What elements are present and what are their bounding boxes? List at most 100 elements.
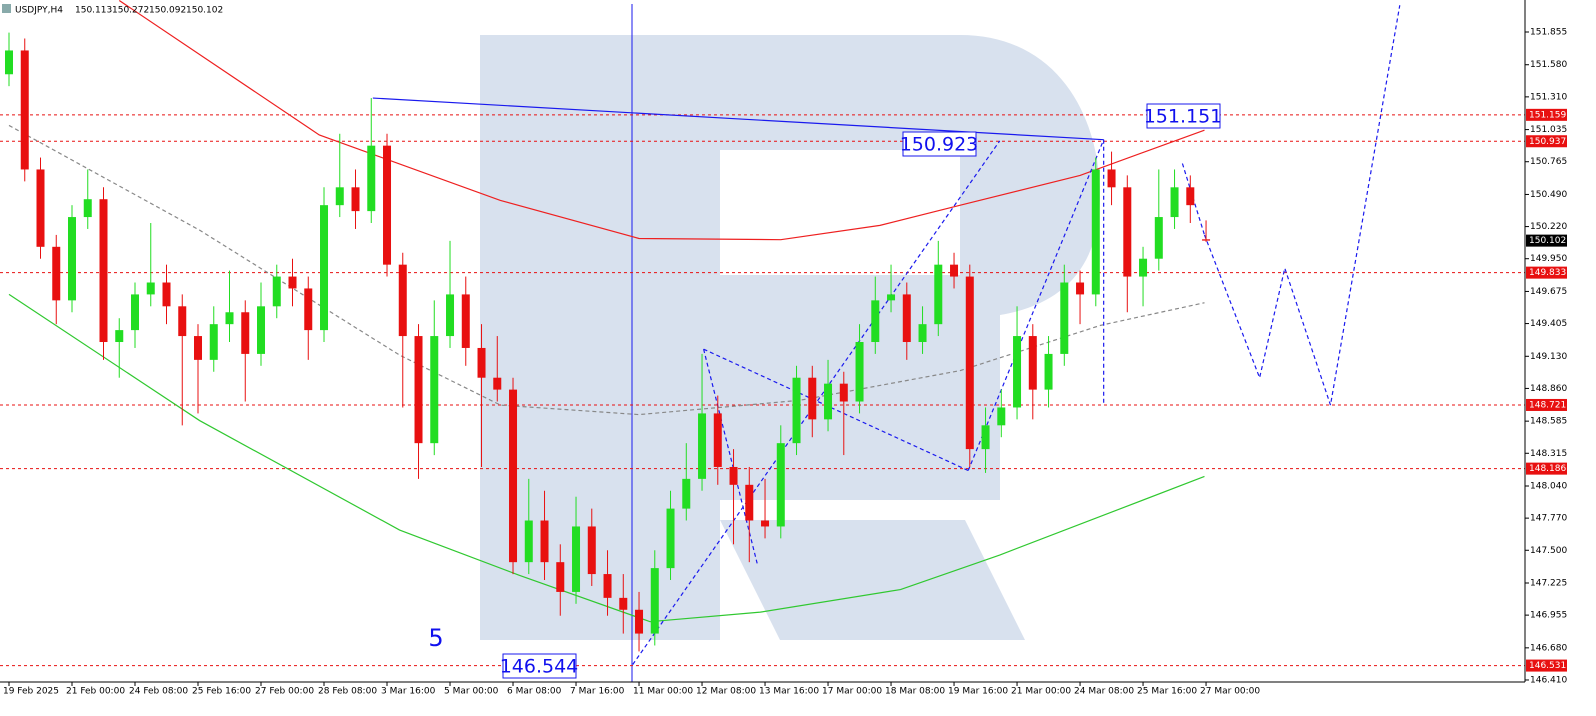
plot [0, 0, 1525, 667]
candle-body [209, 324, 218, 360]
x-tick-label: 12 Mar 08:00 [696, 687, 756, 697]
candle-body [99, 199, 108, 343]
candle-body [272, 276, 281, 307]
candle-body [682, 478, 691, 509]
candle-body [430, 336, 439, 444]
x-tick-label: 18 Mar 08:00 [885, 687, 945, 697]
y-tick-label: 151.310 [1530, 92, 1567, 102]
candle-body [635, 609, 644, 634]
price-flag [1526, 398, 1567, 411]
candle-body [902, 294, 911, 343]
y-tick-label: 148.860 [1530, 384, 1567, 394]
watermark [480, 35, 1100, 640]
candle-body [918, 324, 927, 343]
candle-body [162, 282, 171, 307]
y-tick-label: 149.950 [1530, 254, 1567, 264]
candle-body [1028, 336, 1037, 390]
annotation: 151.151 [1144, 106, 1223, 128]
y-tick-label: 147.500 [1530, 546, 1567, 556]
candle-body [855, 342, 864, 402]
price-flag [1526, 462, 1567, 475]
candle-body [1154, 217, 1163, 259]
annotation-box: 151.151 150.923 146.544 5 [428, 103, 1223, 679]
candle-body [461, 294, 470, 348]
candle-body [950, 264, 959, 277]
candle-body [1060, 282, 1069, 354]
candle-body [52, 246, 61, 301]
candle-body [540, 520, 549, 563]
candle-body [713, 413, 722, 467]
candle-body [1013, 336, 1022, 408]
candle-body [398, 264, 407, 337]
candle-body [934, 264, 943, 325]
price-flag [1526, 234, 1567, 247]
y-tick-label: 151.035 [1530, 125, 1567, 135]
candle-body [666, 508, 675, 569]
x-tick-label: 27 Feb 00:00 [255, 687, 314, 697]
y-tick-label: 150.220 [1530, 222, 1567, 232]
candle-body [572, 526, 581, 592]
x-tick-label: 24 Mar 08:00 [1074, 687, 1134, 697]
candle-body [524, 520, 533, 563]
indicator-line [118, 0, 1205, 241]
x-tick-label: 6 Mar 08:00 [507, 687, 562, 697]
candle-body [745, 484, 754, 521]
candle-body [1186, 187, 1195, 206]
indicator-line [8, 293, 1205, 623]
candle-body [981, 425, 990, 450]
candle-body [1107, 169, 1116, 188]
header-icon [2, 4, 11, 13]
candle-body [887, 294, 896, 301]
axis: 151.855 151.580 151.310 151.035 150.765 150.4… [3, 28, 1567, 697]
y-tick-label: 151.580 [1530, 60, 1567, 70]
candle-body [241, 312, 250, 354]
candle-body [1139, 258, 1148, 277]
candle-body [131, 294, 140, 331]
candle-body [257, 306, 266, 354]
high: 150.272 [112, 6, 149, 16]
y-tick-label: 149.405 [1530, 319, 1567, 329]
y-tick-label: 149.675 [1530, 287, 1567, 297]
price-flag-label: 146.531 [1529, 661, 1566, 671]
price-flag [1526, 659, 1567, 672]
candle-body [178, 306, 187, 337]
x-tick-label: 11 Mar 00:00 [633, 687, 693, 697]
candle-body [1170, 187, 1179, 218]
annotation: 150.923 [900, 134, 979, 156]
price-flag [1526, 266, 1567, 279]
candle-body [194, 336, 203, 360]
candle-body [493, 377, 502, 390]
candle-body [871, 300, 880, 343]
y-tick-label: 146.955 [1530, 611, 1567, 621]
x-tick-label: 3 Mar 16:00 [381, 687, 436, 697]
x-tick-label: 5 Mar 00:00 [444, 687, 499, 697]
candle-body [351, 187, 360, 212]
candle-body [383, 145, 392, 265]
price-flag-label: 148.186 [1529, 464, 1566, 474]
candle-body [367, 145, 376, 212]
x-tick-label: 27 Mar 00:00 [1200, 687, 1260, 697]
y-tick-label: 150.765 [1530, 157, 1567, 167]
wave-label: 5 [428, 624, 443, 652]
candle-body [320, 205, 329, 331]
candle-body [1044, 353, 1053, 390]
price-flag-label: 150.937 [1529, 137, 1566, 147]
price-flag [1526, 135, 1567, 148]
candle-body [698, 413, 707, 479]
candle-body [1123, 187, 1132, 277]
x-tick-label: 21 Feb 00:00 [66, 687, 125, 697]
candle-body [477, 347, 486, 378]
candle-body [729, 466, 738, 485]
y-tick-label: 146.410 [1530, 675, 1567, 685]
candle-body [587, 526, 596, 575]
dashed-line [632, 140, 1001, 665]
candle-body [824, 383, 833, 420]
y-tick-label: 147.770 [1530, 514, 1567, 524]
candle-body [335, 187, 344, 206]
candle-body [997, 407, 1006, 426]
y-tick-label: 146.680 [1530, 643, 1567, 653]
candle-body [115, 330, 124, 343]
candle-body [20, 50, 29, 170]
price-flag-label: 150.102 [1529, 236, 1566, 246]
